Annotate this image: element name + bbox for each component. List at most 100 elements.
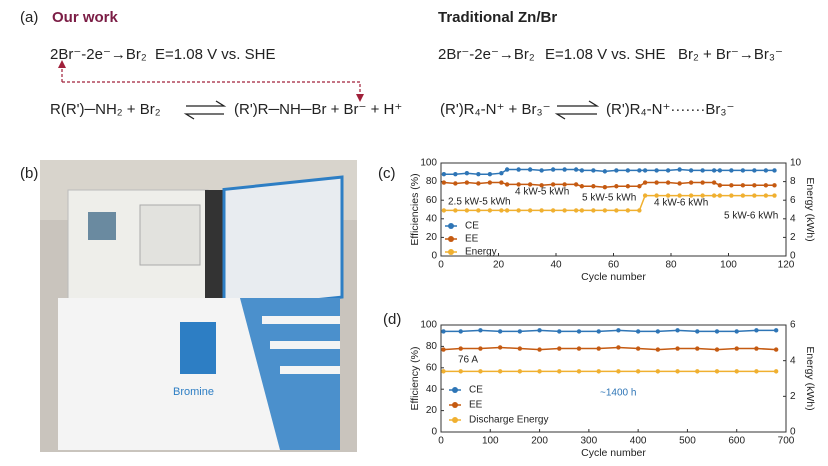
data-point bbox=[675, 369, 680, 374]
data-point bbox=[695, 346, 700, 351]
data-point bbox=[579, 208, 585, 213]
data-point bbox=[711, 168, 717, 173]
data-point bbox=[537, 369, 542, 374]
y-tick-label: 60 bbox=[426, 195, 438, 206]
data-point bbox=[527, 182, 533, 187]
data-point bbox=[573, 208, 579, 213]
data-point bbox=[734, 346, 739, 351]
panel-label: (c) bbox=[378, 165, 396, 182]
data-point bbox=[614, 168, 619, 173]
data-point bbox=[596, 346, 601, 351]
data-point bbox=[772, 193, 777, 198]
data-point bbox=[740, 183, 746, 188]
photo: Bromine bbox=[40, 160, 357, 452]
data-point bbox=[458, 369, 463, 374]
series-line bbox=[443, 168, 775, 175]
data-point bbox=[497, 345, 503, 350]
x-tick-label: 100 bbox=[720, 260, 737, 271]
y2-tick-label: 0 bbox=[790, 251, 796, 262]
panel-label: (d) bbox=[383, 311, 401, 328]
y2-axis-title: Energy (kWh) bbox=[804, 177, 816, 241]
data-point bbox=[497, 329, 503, 334]
annotation: ~1400 h bbox=[600, 388, 636, 399]
annotation: 76 A bbox=[458, 355, 478, 366]
data-point bbox=[665, 180, 671, 185]
data-point bbox=[754, 328, 759, 333]
data-point bbox=[642, 168, 648, 173]
data-point bbox=[537, 347, 542, 352]
data-point bbox=[478, 328, 483, 333]
y2-tick-label: 8 bbox=[790, 176, 796, 187]
x-tick-label: 80 bbox=[665, 260, 677, 271]
data-point bbox=[773, 328, 779, 333]
plot-frame bbox=[440, 162, 787, 257]
y-tick-label: 80 bbox=[426, 341, 438, 352]
annotation: 5 kW-6 kWh bbox=[724, 211, 778, 222]
x-tick-label: 500 bbox=[679, 436, 696, 447]
data-point bbox=[734, 369, 739, 374]
data-point bbox=[763, 183, 769, 188]
x-tick-label: 400 bbox=[630, 436, 647, 447]
data-point bbox=[464, 180, 470, 185]
data-point bbox=[537, 328, 542, 333]
legend-marker bbox=[448, 249, 454, 255]
data-point bbox=[441, 347, 446, 352]
data-point bbox=[700, 168, 705, 173]
y-axis-title: Efficiency (%) bbox=[409, 347, 421, 411]
data-point bbox=[711, 193, 717, 198]
data-point bbox=[499, 171, 504, 176]
x-tick-label: 0 bbox=[438, 260, 444, 271]
data-point bbox=[576, 346, 582, 351]
annotation: 4 kW-5 kWh bbox=[515, 187, 569, 198]
arrow-head bbox=[58, 60, 364, 102]
data-point bbox=[458, 346, 463, 351]
data-point bbox=[637, 168, 642, 173]
data-point bbox=[754, 346, 759, 351]
data-point bbox=[635, 346, 641, 351]
data-point bbox=[576, 329, 582, 334]
data-point bbox=[752, 168, 757, 173]
y2-tick-label: 2 bbox=[790, 232, 796, 243]
x-tick-label: 300 bbox=[581, 436, 598, 447]
legend-label: CE bbox=[465, 221, 479, 232]
data-point bbox=[642, 180, 648, 185]
data-point bbox=[579, 168, 585, 173]
x-axis-title: Cycle number bbox=[581, 447, 646, 459]
x-tick-label: 600 bbox=[728, 436, 745, 447]
data-point bbox=[453, 208, 458, 213]
data-point bbox=[616, 345, 621, 350]
data-point bbox=[562, 167, 567, 172]
data-point bbox=[596, 329, 601, 334]
panel-label: (b) bbox=[20, 165, 38, 182]
data-point bbox=[516, 167, 521, 172]
data-point bbox=[717, 168, 723, 173]
data-point bbox=[527, 208, 533, 213]
photo-text: Bromine bbox=[173, 386, 214, 398]
x-tick-label: 60 bbox=[608, 260, 620, 271]
data-point bbox=[504, 208, 510, 213]
data-point bbox=[625, 184, 631, 189]
data-point bbox=[573, 182, 579, 187]
data-point bbox=[714, 347, 720, 352]
data-point bbox=[654, 180, 659, 185]
data-point bbox=[752, 183, 757, 188]
transfer-arrow bbox=[61, 66, 361, 96]
product: (R')R₄-N⁺·······Br₃⁻ bbox=[606, 101, 734, 118]
data-point bbox=[602, 169, 608, 174]
data-point bbox=[752, 193, 757, 198]
y-axis-title: Efficiencies (%) bbox=[409, 173, 421, 245]
data-point bbox=[441, 171, 447, 177]
data-point bbox=[637, 184, 642, 189]
x-tick-label: 700 bbox=[778, 436, 795, 447]
data-point bbox=[602, 208, 608, 213]
data-point bbox=[625, 208, 631, 213]
y2-tick-label: 0 bbox=[790, 427, 796, 438]
data-point bbox=[596, 369, 601, 374]
data-point bbox=[616, 328, 621, 333]
data-point bbox=[516, 182, 521, 187]
series-line bbox=[443, 181, 775, 188]
equation: 2Br⁻-2e⁻→Br₂ bbox=[438, 46, 535, 63]
data-point bbox=[557, 369, 562, 374]
data-point bbox=[550, 167, 556, 172]
data-point bbox=[591, 168, 596, 173]
